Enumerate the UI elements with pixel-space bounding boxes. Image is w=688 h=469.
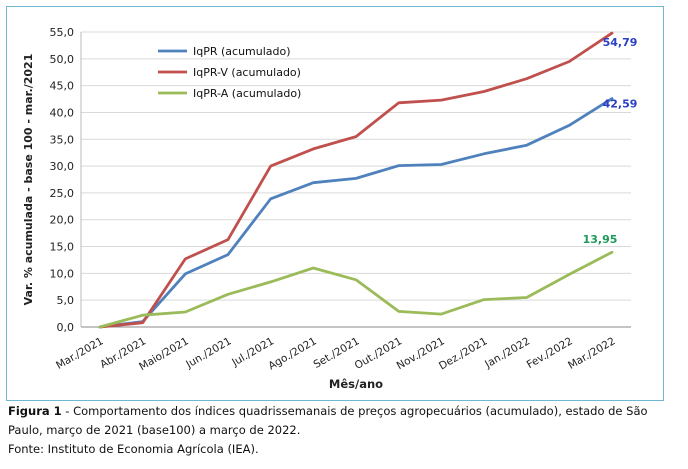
data-point (397, 164, 400, 167)
legend-label: IqPR-V (acumulado) (193, 66, 301, 79)
data-point (397, 102, 400, 104)
data-point (99, 326, 101, 328)
y-tick-label: 15,0 (50, 241, 75, 254)
data-point (184, 311, 187, 313)
y-tick-label: 55,0 (50, 26, 75, 39)
x-axis-title: Mês/ano (329, 377, 383, 391)
figure-caption: Figura 1 - Comportamento dos índices qua… (8, 402, 680, 440)
data-point (440, 99, 443, 101)
data-point (141, 321, 144, 324)
line-chart: 0,0 5,0 10,0 15,0 20,0 25,0 30,0 35,0 40,0 45,0 50… (22, 26, 638, 391)
y-tick-label: 50,0 (50, 53, 75, 66)
legend-label: IqPR-A (acumulado) (193, 87, 301, 100)
figure-caption-text: - Comportamento dos índices quadrisseman… (8, 404, 648, 437)
data-point (611, 251, 613, 253)
data-point (525, 77, 528, 80)
y-tick-label: 30,0 (50, 160, 75, 173)
data-point (312, 148, 315, 150)
y-tick-label: 10,0 (50, 267, 75, 280)
y-axis-title: Var. % acumulada - base 100 - mar./2021 (22, 54, 35, 306)
data-point (568, 273, 571, 276)
x-tick-label: Jun./2021 (183, 335, 233, 371)
data-point (355, 177, 357, 180)
data-point (269, 281, 272, 283)
y-tick-label: 45,0 (50, 80, 75, 93)
data-label: 54,79 (603, 36, 638, 49)
y-tick-label: 5,0 (57, 294, 75, 307)
x-tick-label: Ago./2021 (266, 335, 318, 372)
figure-label: Figura 1 (8, 404, 62, 418)
y-tick-label: 35,0 (50, 133, 75, 146)
data-point (440, 163, 443, 166)
data-point (483, 298, 485, 301)
data-point (141, 314, 144, 317)
y-tick-label: 40,0 (50, 106, 75, 119)
data-point (312, 267, 315, 269)
series-line (98, 250, 614, 329)
data-point (355, 135, 357, 138)
x-tick-label: Mar./2022 (566, 335, 617, 372)
data-point (611, 32, 613, 34)
data-point (525, 296, 528, 299)
figure-source: Fonte: Instituto de Economia Agrícola (I… (8, 442, 259, 456)
data-point (440, 313, 443, 315)
legend-label: IqPR (acumulado) (193, 45, 291, 58)
data-point (312, 181, 315, 184)
data-point (269, 198, 272, 200)
chart-frame: 0,0 5,0 10,0 15,0 20,0 25,0 30,0 35,0 40,0 45,0 50… (6, 6, 664, 401)
x-tick-label: Jan./2022 (482, 335, 532, 371)
data-point (483, 90, 485, 93)
data-point (525, 144, 528, 146)
y-tick-label: 20,0 (50, 214, 75, 227)
data-label: 13,95 (583, 233, 618, 246)
data-point (269, 165, 272, 167)
data-label: 42,59 (603, 98, 638, 111)
data-point (227, 253, 229, 256)
data-point (227, 238, 229, 241)
y-tick-label: 0,0 (57, 321, 75, 334)
data-point (184, 258, 187, 260)
data-point (611, 97, 613, 100)
data-point (568, 60, 571, 63)
x-tick-label: Dez./2021 (437, 335, 489, 372)
x-tick-label: Mar./2021 (54, 335, 105, 372)
data-point (397, 310, 400, 313)
data-point (355, 279, 357, 281)
data-point (483, 152, 485, 155)
x-tick-label: Fev./2022 (525, 335, 575, 371)
data-point (227, 293, 229, 296)
data-point (184, 273, 187, 275)
data-point (568, 124, 571, 127)
y-tick-label: 25,0 (50, 187, 75, 200)
